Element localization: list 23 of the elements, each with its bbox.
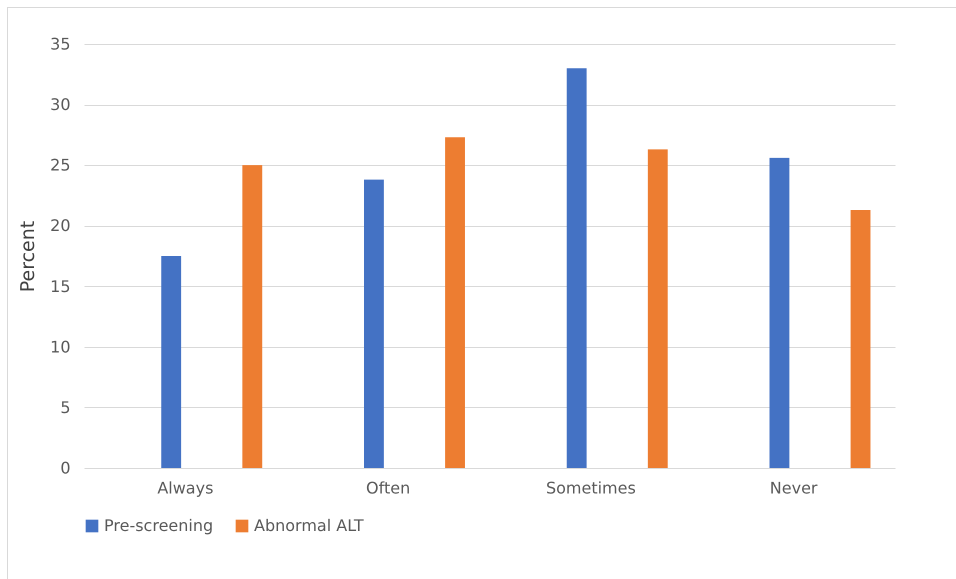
x-tick-label: Never — [770, 478, 818, 498]
x-tick-label: Often — [366, 478, 410, 498]
bar — [648, 149, 668, 468]
y-tick-label: 30 — [50, 95, 70, 114]
x-tick-label: Always — [157, 478, 214, 498]
y-tick-label: 25 — [50, 156, 70, 175]
y-axis-title: Percent — [17, 220, 40, 292]
y-tick-label: 5 — [60, 398, 70, 417]
x-tick-label: Sometimes — [546, 478, 636, 498]
y-tick-label: 10 — [50, 337, 70, 356]
legend-label: Pre-screening — [104, 516, 214, 535]
bar — [770, 158, 790, 468]
y-tick-label: 20 — [50, 216, 70, 236]
y-tick-label: 0 — [60, 458, 70, 478]
legend-label: Abnormal ALT — [254, 516, 364, 535]
bar — [364, 180, 384, 468]
bar — [566, 68, 587, 468]
bar — [161, 256, 182, 468]
bar — [445, 137, 465, 468]
bar — [242, 165, 262, 468]
bar — [850, 210, 870, 468]
y-tick-label: 15 — [50, 276, 70, 296]
y-tick-label: 35 — [50, 34, 70, 54]
